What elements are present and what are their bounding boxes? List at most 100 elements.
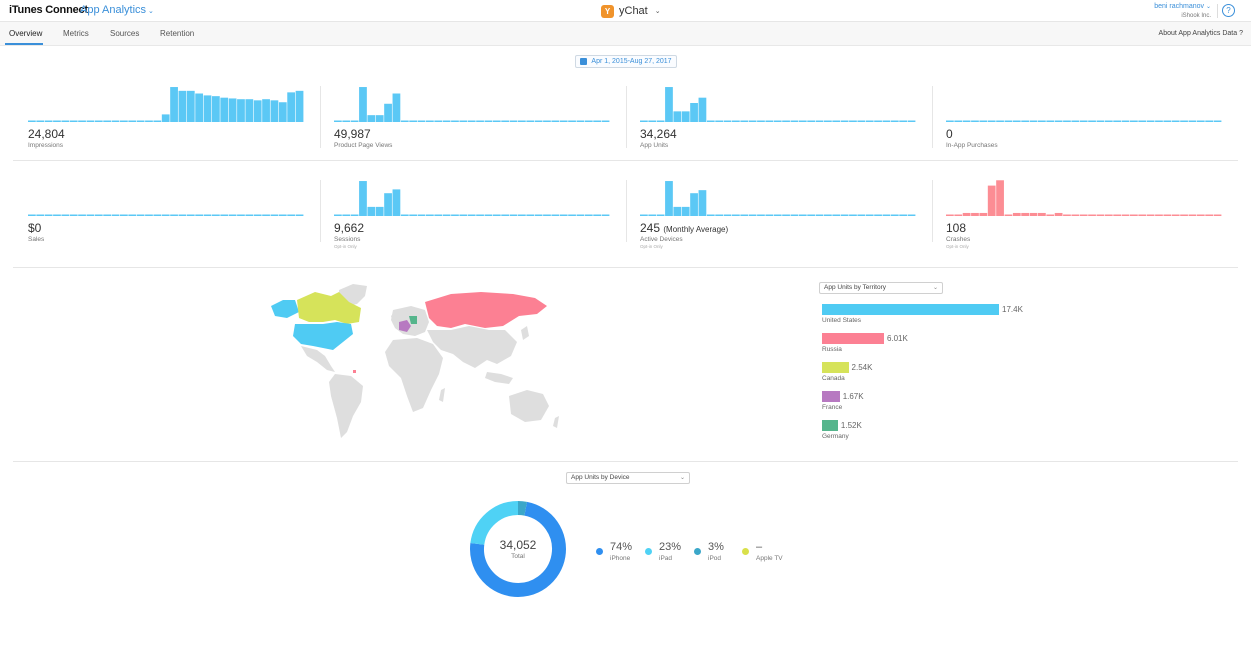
sparkline-bar (840, 214, 849, 216)
tab-overview[interactable]: Overview (9, 29, 43, 38)
metric-note: Opt-in Only (640, 244, 663, 249)
sparkline-bar (451, 214, 459, 216)
donut-slice[interactable] (517, 501, 527, 516)
sparkline-bar (1121, 120, 1130, 122)
metric-card[interactable]: 9,662 Sessions Opt-in Only (334, 176, 610, 256)
sparkline-bar (1130, 214, 1138, 216)
chevron-down-icon: ⌄ (679, 475, 685, 481)
brand-title[interactable]: iTunes Connect (9, 4, 88, 16)
metric-label: Sessions (334, 236, 361, 243)
territory-value: 17.4K (1002, 305, 1023, 314)
divider (320, 86, 321, 148)
module-label: App Analytics (80, 4, 147, 16)
date-range-button[interactable]: Apr 1, 2015-Aug 27, 2017 (575, 55, 677, 68)
metric-card[interactable]: 108 Crashes Opt-in Only (946, 176, 1222, 256)
metric-value-number: 24,804 (28, 127, 65, 141)
sparkline-bar (899, 214, 908, 216)
sparkline-bar (559, 214, 568, 216)
metric-card[interactable]: 0 In-App Purchases (946, 82, 1222, 162)
sparkline-bar (392, 93, 401, 122)
sparkline-bar (170, 87, 178, 122)
sparkline-bar (757, 120, 765, 122)
sparkline-bar (1079, 120, 1088, 122)
metric-card[interactable]: 24,804 Impressions (28, 82, 304, 162)
legend-dot-icon (742, 548, 749, 555)
sparkline-bar (161, 214, 170, 216)
metric-card[interactable]: 34,264 App Units (640, 82, 916, 162)
sparkline-bar (807, 120, 816, 122)
tab-retention[interactable]: Retention (160, 29, 195, 38)
donut-slice[interactable] (470, 501, 566, 597)
sparkline-bar (1088, 214, 1096, 216)
sparkline-bar (971, 120, 979, 122)
device-dropdown-label: App Units by Device (571, 474, 630, 481)
about-analytics-link[interactable]: About App Analytics Data ? (1159, 30, 1243, 37)
sparkline-bar (584, 120, 593, 122)
sparkline-bar (706, 214, 715, 216)
sparkline-bar (220, 97, 229, 122)
tab-sources[interactable]: Sources (110, 29, 140, 38)
sparkline-bar (86, 120, 95, 122)
metric-label: Active Devices (640, 236, 683, 243)
map-south-america (329, 374, 363, 438)
header-divider (1217, 4, 1218, 18)
sparkline-bar (987, 185, 996, 216)
sparkline-bar (1146, 120, 1155, 122)
sparkline-bar (94, 214, 103, 216)
sparkline-bar (94, 120, 103, 122)
sparkline-bar (186, 214, 195, 216)
world-map[interactable] (265, 278, 565, 443)
app-selector[interactable]: Y yChat ⌄ (601, 3, 661, 19)
sparkline-bar (790, 120, 799, 122)
device-dropdown[interactable]: App Units by Device ⌄ (566, 472, 690, 484)
sparkline-bar (681, 111, 690, 122)
metric-sparkline (946, 180, 1222, 216)
sparkline-bar (954, 214, 963, 216)
sparkline-bar (882, 120, 891, 122)
sparkline-bar (409, 120, 418, 122)
sparkline-bar (28, 214, 36, 216)
sparkline-bar (723, 120, 732, 122)
sparkline-bar (136, 120, 145, 122)
donut-slice[interactable] (470, 501, 519, 546)
sparkline-bar (484, 120, 493, 122)
sparkline-bar (270, 214, 279, 216)
help-icon: ? (1239, 30, 1243, 37)
sparkline-bar (426, 120, 434, 122)
metric-card[interactable]: 49,987 Product Page Views (334, 82, 610, 162)
sparkline-bar (467, 214, 476, 216)
tab-metrics[interactable]: Metrics (63, 29, 89, 38)
metric-value-number: 245 (640, 221, 661, 235)
user-menu[interactable]: beni rachmanov ⌄ iShook Inc. (1154, 2, 1211, 21)
metric-note: Opt-in Only (946, 244, 969, 249)
sparkline-bar (857, 120, 866, 122)
sparkline-bar (253, 214, 262, 216)
sparkline-bar (253, 100, 262, 122)
sparkline-bar (476, 214, 484, 216)
metric-label: Product Page Views (334, 142, 393, 149)
sparkline-bar (979, 120, 988, 122)
sparkline-bar (1046, 214, 1055, 216)
sparkline-bar (342, 120, 351, 122)
sparkline-bar (1012, 120, 1021, 122)
sparkline-bar (442, 120, 451, 122)
territory-value: 1.52K (840, 421, 862, 430)
metric-card[interactable]: 245 (Monthly Average) Active Devices Opt-i… (640, 176, 916, 256)
sparkline-bar (543, 214, 551, 216)
sparkline-bar (732, 120, 740, 122)
metric-card[interactable]: $0 Sales (28, 176, 304, 256)
metric-value: 108 (946, 221, 966, 235)
device-donut-chart[interactable] (469, 500, 567, 598)
metric-sparkline (28, 87, 304, 122)
sparkline-bar (1196, 214, 1205, 216)
sparkline-bar (178, 90, 187, 122)
sparkline-bar (1071, 214, 1080, 216)
territory-dropdown[interactable]: App Units by Territory ⌄ (819, 282, 943, 294)
sparkline-bar (740, 120, 749, 122)
sparkline-bar (815, 214, 824, 216)
module-selector[interactable]: App Analytics ⌄ (80, 4, 154, 16)
sparkline-bar (765, 214, 774, 216)
help-icon[interactable]: ? (1222, 4, 1235, 17)
sparkline-bar (220, 214, 229, 216)
device-name: Apple TV (756, 555, 783, 562)
